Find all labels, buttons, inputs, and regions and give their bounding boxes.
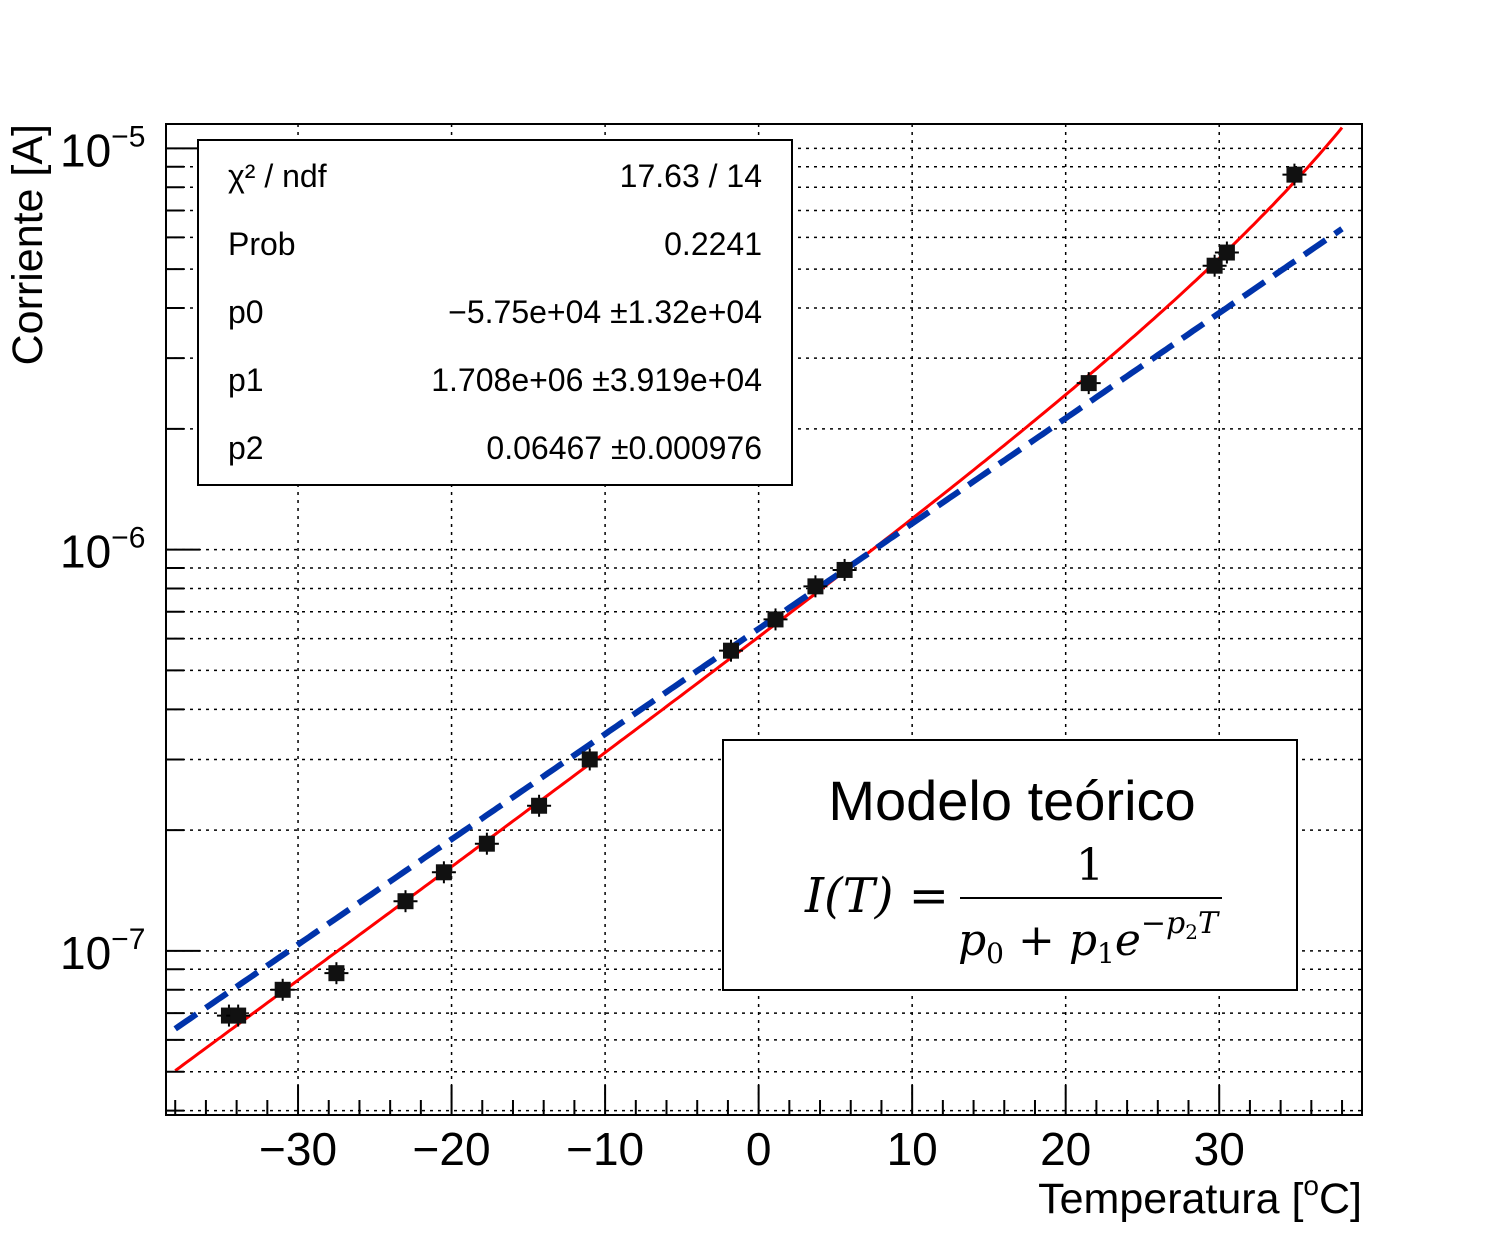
data-point: [1076, 372, 1101, 395]
point-marker: [767, 611, 784, 628]
stats-box-frame: [197, 139, 793, 486]
point-marker: [807, 578, 824, 595]
x-tick-label: −10: [566, 1123, 644, 1175]
point-marker: [397, 893, 414, 910]
data-point: [832, 558, 857, 581]
x-tick-label: −20: [413, 1123, 491, 1175]
point-marker: [478, 835, 495, 852]
fit-curve-solid: [174, 126, 1344, 1072]
stats-label: Prob: [228, 226, 296, 262]
x-tick-label: 0: [746, 1123, 772, 1175]
point-marker: [1080, 375, 1097, 392]
model-box: Modelo teórico I(T) = 1 p0 + p1e−p2T: [722, 739, 1298, 991]
point-marker: [836, 561, 853, 578]
model-formula-denominator: p0 + p1e−p2T: [958, 906, 1220, 970]
data-point: [763, 608, 788, 631]
data-point: [1282, 163, 1307, 186]
y-tick-label: 10−5: [60, 120, 145, 176]
model-formula-numerator: 1: [1076, 840, 1104, 891]
point-marker: [274, 981, 291, 998]
stats-value: 17.63 / 14: [620, 158, 762, 194]
data-point: [718, 639, 743, 662]
data-point: [270, 978, 295, 1001]
model-title: Modelo teórico: [828, 769, 1195, 832]
data-point: [803, 575, 828, 598]
stats-label: p0: [228, 294, 264, 330]
point-marker: [328, 965, 345, 982]
point-marker: [722, 642, 739, 659]
fit-curves: [173, 126, 1344, 1072]
point-marker: [435, 864, 452, 881]
data-point: [527, 794, 552, 817]
stats-label: χ² / ndf: [228, 158, 327, 194]
x-tick-label: −30: [259, 1123, 337, 1175]
stats-label: p2: [228, 430, 264, 466]
point-marker: [1286, 166, 1303, 183]
data-point: [431, 861, 456, 884]
y-axis-ticks: 10−5 10−6 10−7: [60, 120, 200, 1112]
point-marker: [1206, 257, 1223, 274]
x-axis-label: Temperatura [oC]: [1038, 1170, 1362, 1223]
x-tick-label: 10: [887, 1123, 938, 1175]
data-point: [1202, 254, 1227, 277]
stats-box: χ² / ndf 17.63 / 14 Prob 0.2241 p0 −5.75e+04 …: [197, 139, 793, 486]
fit-curve-dashed: [173, 226, 1344, 1032]
data-point: [474, 832, 499, 855]
y-axis-label: Corriente [A]: [4, 124, 52, 365]
plot-frame: [165, 123, 1363, 1116]
y-tick-label: 10−7: [60, 923, 145, 979]
x-axis-ticks: −30 −20 −10 0 10 20 30: [259, 1085, 1245, 1175]
data-point: [393, 890, 418, 913]
data-point: [577, 748, 602, 771]
stats-label: p1: [228, 362, 264, 398]
x-tick-label: 30: [1194, 1123, 1245, 1175]
data-point: [226, 1004, 251, 1027]
stats-value: −5.75e+04 ±1.32e+04: [448, 294, 762, 330]
point-marker: [581, 751, 598, 768]
stats-value: 1.708e+06 ±3.919e+04: [431, 362, 762, 398]
model-box-frame: [722, 739, 1298, 991]
data-point: [324, 962, 349, 985]
point-marker: [1218, 244, 1235, 261]
data-points: [216, 163, 1307, 1027]
data-point: [1214, 241, 1239, 264]
minor-ticks: [174, 1100, 1344, 1115]
point-marker: [230, 1007, 247, 1024]
x-tick-label: 20: [1040, 1123, 1091, 1175]
stats-value: 0.06467 ±0.000976: [486, 430, 762, 466]
point-marker: [531, 797, 548, 814]
y-tick-label: 10−6: [60, 522, 145, 578]
model-formula-lhs: I(T) =: [804, 868, 949, 924]
stats-value: 0.2241: [664, 226, 762, 262]
